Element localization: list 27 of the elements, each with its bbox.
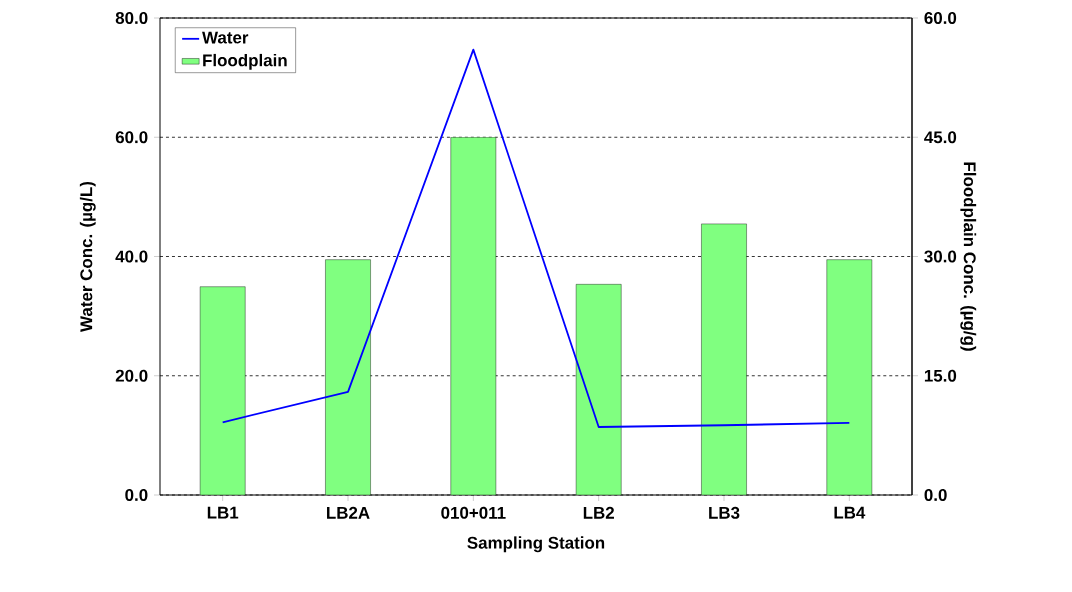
bar xyxy=(575,284,622,495)
y-tick-label: 0.0 xyxy=(125,489,148,501)
x-tick-label: LB1 xyxy=(207,506,239,519)
y-tick-label: 40.0 xyxy=(115,250,148,263)
bar xyxy=(450,137,497,495)
x-tick-label: 010+011 xyxy=(441,506,506,519)
y-axis-title: Water Conc. (µg/L) xyxy=(79,181,96,332)
bar xyxy=(325,259,371,495)
y2-tick-label: 45.0 xyxy=(924,131,957,144)
x-tick-label: LB2A xyxy=(327,506,370,519)
bar xyxy=(701,223,747,495)
y-tick-label: 80.0 xyxy=(115,12,148,24)
bar xyxy=(199,286,246,495)
legend-label: Water xyxy=(202,31,249,44)
x-axis-title: Sampling Station xyxy=(467,536,605,553)
y2-tick-label: 15.0 xyxy=(924,369,957,382)
y2-tick-label: 0.0 xyxy=(924,489,947,501)
y-tick-label: 60.0 xyxy=(115,131,148,144)
y2-tick-label: 60.0 xyxy=(924,12,957,24)
legend-label: Floodplain xyxy=(203,53,287,70)
x-tick-label: LB2 xyxy=(583,506,614,519)
x-tick-label: LB3 xyxy=(709,506,740,519)
x-tick-label: LB4 xyxy=(834,506,866,519)
y2-axis-title: Floodplain Conc. (µg/g) xyxy=(960,162,977,351)
y2-tick-label: 30.0 xyxy=(924,250,957,263)
bar xyxy=(826,259,873,495)
y-tick-label: 20.0 xyxy=(115,369,148,382)
